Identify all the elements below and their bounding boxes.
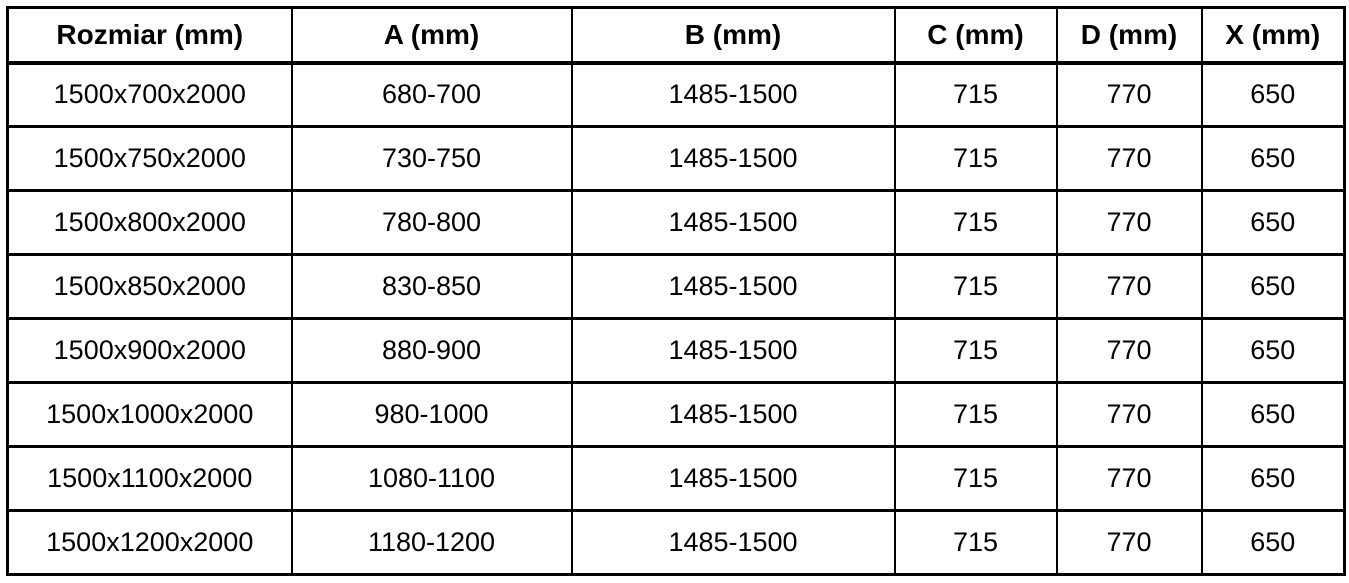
cell-a: 1180-1200 [290,509,573,576]
table-body: 1500x700x2000 680-700 1485-1500 715 770 … [6,61,1346,576]
cell-x: 650 [1200,253,1346,320]
cell-d: 770 [1055,189,1203,256]
cell-b: 1485-1500 [570,445,896,512]
table-row: 1500x850x2000 830-850 1485-1500 715 770 … [6,253,1346,320]
cell-c: 715 [893,445,1058,512]
cell-c: 715 [893,125,1058,192]
cell-a: 1080-1100 [290,445,573,512]
table-row: 1500x750x2000 730-750 1485-1500 715 770 … [6,125,1346,192]
column-header-d: D (mm) [1055,6,1203,65]
cell-d: 770 [1055,125,1203,192]
cell-x: 650 [1200,125,1346,192]
cell-a: 730-750 [290,125,573,192]
cell-a: 780-800 [290,189,573,256]
cell-d: 770 [1055,381,1203,448]
cell-b: 1485-1500 [570,189,896,256]
cell-x: 650 [1200,381,1346,448]
table-row: 1500x800x2000 780-800 1485-1500 715 770 … [6,189,1346,256]
cell-a: 680-700 [290,61,573,128]
cell-b: 1485-1500 [570,509,896,576]
cell-x: 650 [1200,61,1346,128]
cell-b: 1485-1500 [570,61,896,128]
cell-b: 1485-1500 [570,253,896,320]
dimension-table: Rozmiar (mm) A (mm) B (mm) C (mm) D (mm)… [6,6,1346,576]
cell-b: 1485-1500 [570,317,896,384]
column-header-a: A (mm) [290,6,573,65]
cell-c: 715 [893,253,1058,320]
column-header-b: B (mm) [570,6,896,65]
cell-d: 770 [1055,317,1203,384]
table-header-row: Rozmiar (mm) A (mm) B (mm) C (mm) D (mm)… [6,6,1346,65]
cell-d: 770 [1055,445,1203,512]
cell-rozmiar: 1500x850x2000 [6,253,293,320]
cell-b: 1485-1500 [570,125,896,192]
cell-rozmiar: 1500x1100x2000 [6,445,293,512]
cell-rozmiar: 1500x1000x2000 [6,381,293,448]
cell-rozmiar: 1500x1200x2000 [6,509,293,576]
cell-rozmiar: 1500x800x2000 [6,189,293,256]
column-header-c: C (mm) [893,6,1058,65]
cell-c: 715 [893,61,1058,128]
cell-c: 715 [893,317,1058,384]
table-row: 1500x1000x2000 980-1000 1485-1500 715 77… [6,381,1346,448]
cell-c: 715 [893,509,1058,576]
cell-rozmiar: 1500x700x2000 [6,61,293,128]
column-header-x: X (mm) [1200,6,1346,65]
cell-rozmiar: 1500x750x2000 [6,125,293,192]
cell-x: 650 [1200,189,1346,256]
cell-d: 770 [1055,509,1203,576]
dimension-table-wrap: Rozmiar (mm) A (mm) B (mm) C (mm) D (mm)… [6,6,1346,576]
table-row: 1500x1200x2000 1180-1200 1485-1500 715 7… [6,509,1346,576]
cell-b: 1485-1500 [570,381,896,448]
table-row: 1500x700x2000 680-700 1485-1500 715 770 … [6,61,1346,128]
column-header-rozmiar: Rozmiar (mm) [6,6,293,65]
cell-a: 980-1000 [290,381,573,448]
table-row: 1500x900x2000 880-900 1485-1500 715 770 … [6,317,1346,384]
cell-rozmiar: 1500x900x2000 [6,317,293,384]
cell-d: 770 [1055,61,1203,128]
cell-x: 650 [1200,509,1346,576]
cell-c: 715 [893,381,1058,448]
cell-x: 650 [1200,445,1346,512]
cell-c: 715 [893,189,1058,256]
table-row: 1500x1100x2000 1080-1100 1485-1500 715 7… [6,445,1346,512]
cell-x: 650 [1200,317,1346,384]
cell-d: 770 [1055,253,1203,320]
cell-a: 880-900 [290,317,573,384]
cell-a: 830-850 [290,253,573,320]
